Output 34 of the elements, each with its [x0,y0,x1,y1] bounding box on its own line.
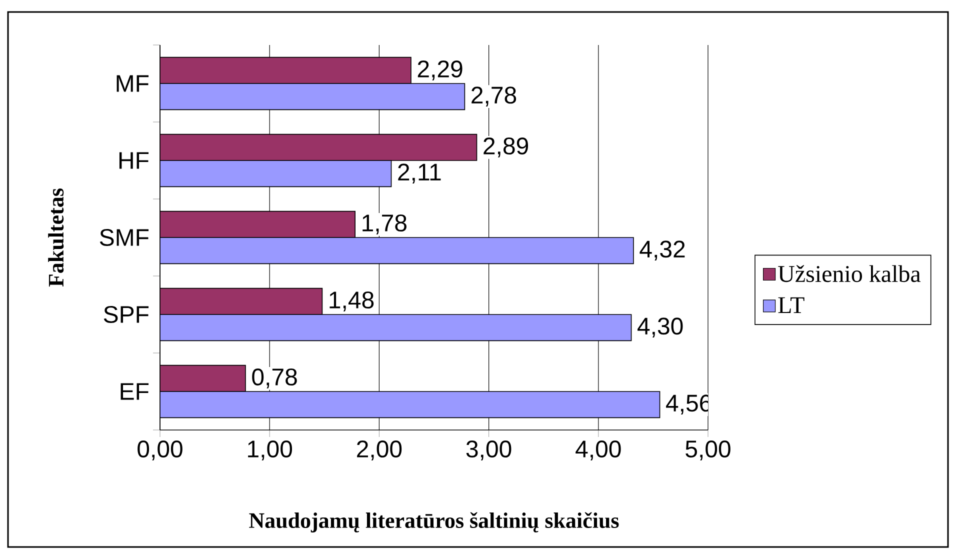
y-axis-title: Fakultetas [48,188,64,287]
data-label: 0,78 [252,368,297,388]
x-tick-label: 4,00 [576,440,621,460]
bar [160,210,356,238]
bar [160,391,660,418]
bar [160,314,632,342]
x-tick-label: 5,00 [686,440,730,460]
y-tick-label: HF [119,152,149,169]
bar [160,237,634,264]
x-tick-label: 0,00 [138,440,182,460]
y-tick-label: SPF [104,306,149,323]
data-label: 1,48 [330,291,374,312]
bar [160,364,246,392]
data-label: 2,89 [484,137,528,158]
data-label: 2,29 [418,60,462,80]
bar [160,288,323,315]
bar [160,160,392,188]
bar [160,56,412,84]
x-tick-label: 2,00 [357,440,402,460]
y-tick-label: EF [120,383,149,400]
bar [160,134,478,161]
data-label: 2,11 [398,164,441,184]
data-label: 4,30 [638,318,683,338]
data-label: 1,78 [362,214,406,234]
y-tick-label: MF [116,75,149,92]
data-label: 2,78 [472,86,516,107]
legend-label: LT [778,297,804,314]
data-label: 4,32 [640,240,685,261]
x-tick-label: 3,00 [466,440,512,460]
x-tick-label: 1,00 [248,440,292,460]
legend-label: Užsienio kalba [778,265,921,282]
y-tick-label: SMF [100,228,149,246]
x-axis-title: Naudojamų literatūros šaltinių skaičius [249,512,619,532]
bar [160,83,466,110]
